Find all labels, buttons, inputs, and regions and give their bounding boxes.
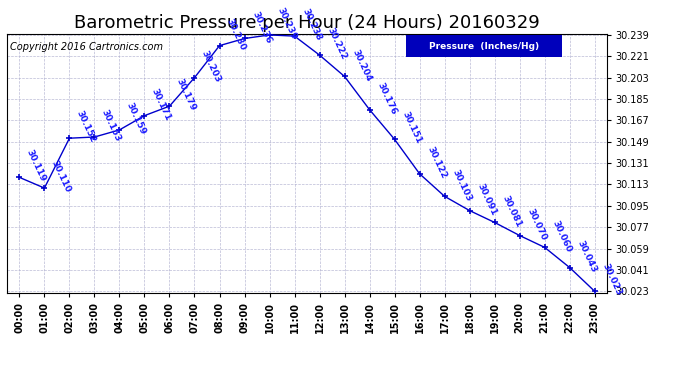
Text: 30.103: 30.103 (450, 168, 473, 202)
Text: 30.176: 30.176 (375, 81, 398, 116)
Text: 30.110: 30.110 (50, 159, 72, 194)
Text: 30.152: 30.152 (75, 109, 98, 144)
Text: 30.091: 30.091 (475, 182, 498, 217)
Text: 30.171: 30.171 (150, 87, 172, 122)
Text: 30.239: 30.239 (275, 6, 298, 41)
Text: 30.238: 30.238 (300, 7, 323, 42)
Text: 30.236: 30.236 (250, 10, 273, 45)
Text: 30.070: 30.070 (525, 207, 548, 242)
Text: 30.060: 30.060 (550, 219, 573, 254)
Text: 30.222: 30.222 (325, 26, 348, 61)
Text: 30.023: 30.023 (600, 262, 623, 297)
Text: Copyright 2016 Cartronics.com: Copyright 2016 Cartronics.com (10, 42, 163, 51)
Text: 30.203: 30.203 (200, 49, 223, 84)
Title: Barometric Pressure per Hour (24 Hours) 20160329: Barometric Pressure per Hour (24 Hours) … (75, 14, 540, 32)
Text: 30.119: 30.119 (25, 148, 48, 183)
Text: 30.081: 30.081 (500, 194, 523, 229)
Text: 30.043: 30.043 (575, 238, 598, 274)
Text: 30.151: 30.151 (400, 111, 423, 146)
Text: 30.159: 30.159 (125, 101, 148, 136)
Text: 30.122: 30.122 (425, 145, 448, 180)
Text: 30.204: 30.204 (350, 48, 373, 82)
Text: 30.179: 30.179 (175, 77, 198, 112)
Text: 30.153: 30.153 (100, 108, 123, 143)
Text: 30.230: 30.230 (225, 17, 248, 52)
